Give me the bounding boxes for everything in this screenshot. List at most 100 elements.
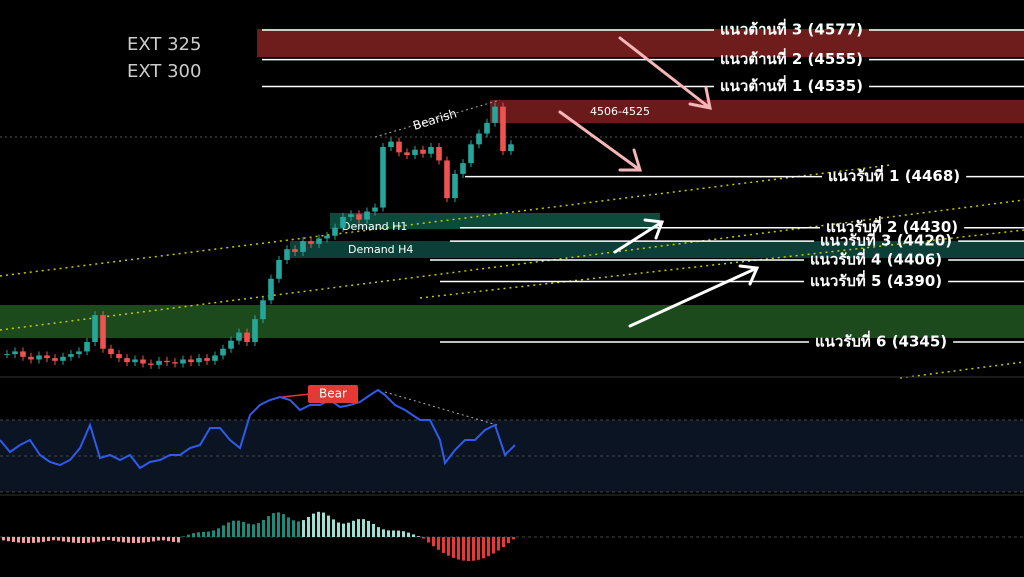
histogram-bar	[232, 520, 235, 537]
histogram-bar	[492, 537, 495, 554]
candle-body	[364, 211, 370, 220]
demand-zone	[0, 305, 1024, 338]
candle-body	[508, 144, 514, 152]
histogram-bar	[67, 537, 70, 543]
histogram-bar	[127, 537, 130, 543]
histogram-bar	[87, 537, 90, 543]
candle-body	[100, 315, 106, 349]
arrow	[558, 110, 643, 172]
histogram-bar	[302, 520, 305, 537]
candle-body	[124, 358, 130, 363]
trend-lines	[0, 164, 1024, 379]
histogram-bar	[362, 519, 365, 537]
candle-body	[188, 359, 194, 363]
ext-label: EXT 325	[127, 34, 201, 55]
arrow	[613, 218, 665, 254]
histogram-bar	[412, 534, 415, 537]
histogram	[2, 511, 515, 561]
level-label: แนวรับที่ 6 (4345)	[815, 331, 947, 351]
zone-label: Demand H4	[348, 243, 413, 256]
histogram-bar	[382, 529, 385, 537]
histogram-bar	[392, 530, 395, 537]
candle-body	[212, 355, 218, 361]
candle-body	[324, 235, 330, 239]
histogram-bar	[117, 537, 120, 542]
level-label: แนวรับที่ 4 (4406)	[810, 248, 942, 268]
histogram-bar	[307, 516, 310, 537]
candle-body	[84, 342, 90, 352]
candle-body	[156, 360, 162, 365]
candle-body	[460, 163, 466, 174]
arrow	[618, 36, 712, 110]
arrows	[558, 36, 760, 328]
candle-body	[148, 363, 154, 365]
histogram-bar	[367, 520, 370, 537]
ext-label: EXT 300	[127, 61, 201, 82]
candle-body	[300, 241, 306, 252]
histogram-bar	[457, 537, 460, 560]
bear-badge	[308, 385, 358, 403]
histogram-bar	[132, 537, 135, 543]
histogram-bar	[387, 530, 390, 537]
histogram-bar	[207, 531, 210, 537]
histogram-bar	[172, 537, 175, 542]
histogram-bar	[377, 527, 380, 537]
candle-body	[340, 216, 346, 228]
candles	[4, 102, 514, 369]
histogram-bar	[262, 519, 265, 537]
histogram-bar	[112, 537, 115, 541]
supply-zone	[490, 100, 1024, 123]
histogram-bar	[342, 523, 345, 537]
level-label: แนวรับที่ 5 (4390)	[810, 270, 942, 290]
candle-body	[332, 227, 338, 236]
arrow	[628, 264, 760, 328]
candle-body	[28, 356, 34, 360]
candle-body	[436, 147, 442, 161]
annotation: Bear	[319, 387, 347, 401]
histogram-bar	[482, 537, 485, 559]
histogram-bar	[247, 523, 250, 537]
histogram-bar	[332, 519, 335, 537]
candle-body	[372, 207, 378, 212]
candle-body	[180, 359, 186, 364]
candle-body	[428, 147, 434, 154]
histogram-bar	[222, 525, 225, 537]
level-label: แนวรับที่ 2 (4430)	[826, 216, 958, 236]
demand-h4-zone	[290, 241, 1024, 258]
histogram-bar	[427, 537, 430, 543]
histogram-bar	[462, 537, 465, 561]
candle-body	[140, 359, 146, 364]
histogram-bar	[417, 536, 420, 537]
candle-body	[244, 332, 250, 342]
histogram-bar	[372, 523, 375, 537]
histogram-bar	[327, 515, 330, 537]
histogram-bar	[47, 537, 50, 542]
level-label: แนวรับที่ 1 (4468)	[828, 165, 960, 185]
histogram-bar	[32, 537, 35, 543]
histogram-bar	[497, 537, 500, 551]
histogram-bar	[37, 537, 40, 543]
histogram-bar	[242, 521, 245, 537]
level-label: แนวต้านที่ 2 (4555)	[720, 48, 863, 68]
histogram-bar	[267, 516, 270, 537]
level-label: แนวต้านที่ 3 (4577)	[720, 19, 863, 39]
histogram-bar	[77, 537, 80, 543]
histogram-bar	[192, 533, 195, 537]
histogram-bar	[472, 537, 475, 561]
candle-body	[348, 214, 354, 217]
histogram-bar	[12, 537, 15, 542]
histogram-bar	[272, 513, 275, 537]
zone-label: 4506-4525	[590, 105, 650, 118]
candle-body	[204, 358, 210, 361]
histogram-bar	[42, 537, 45, 542]
candle-body	[468, 144, 474, 164]
histogram-bar	[137, 537, 140, 543]
histogram-bar	[97, 537, 100, 542]
candle-body	[492, 106, 498, 123]
candle-body	[452, 173, 458, 199]
candle-body	[172, 362, 178, 364]
histogram-bar	[407, 532, 410, 537]
histogram-bar	[297, 521, 300, 537]
histogram-bar	[57, 537, 60, 541]
